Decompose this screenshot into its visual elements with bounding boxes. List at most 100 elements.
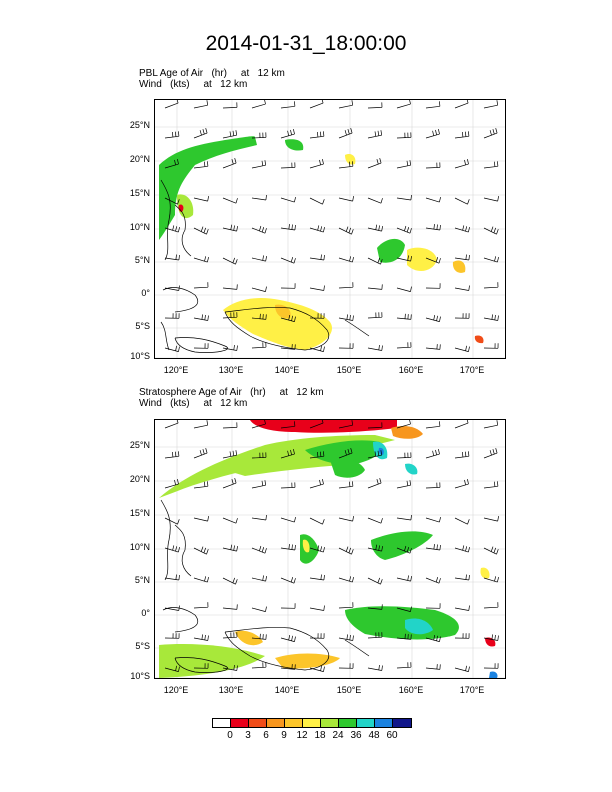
- wind-barb: [367, 664, 383, 671]
- wind-barb: [280, 283, 296, 289]
- wind-barb: [483, 161, 499, 169]
- wind-barb: [425, 197, 441, 203]
- wind-barb: [454, 420, 469, 429]
- wind-barb: [309, 313, 325, 319]
- colorbar-tick-label: 0: [227, 730, 233, 741]
- lat-tick-label: 15°N: [129, 188, 150, 198]
- wind-barb: [396, 606, 412, 612]
- wind-barb: [483, 196, 499, 202]
- wind-barb: [483, 516, 499, 522]
- wind-barb: [454, 131, 470, 139]
- wind-barb: [454, 451, 470, 459]
- colorbar-tick-label: 60: [386, 730, 398, 741]
- wind-barb: [396, 225, 412, 234]
- wind-barb: [280, 224, 296, 231]
- wind-barb: [454, 285, 470, 291]
- lon-tick-label: 150°E: [336, 365, 362, 375]
- colorbar-tick-label: 3: [245, 730, 251, 741]
- wind-barb: [425, 603, 441, 609]
- colorbar-swatch: [267, 719, 285, 727]
- pbl-yellow-region: [223, 298, 333, 350]
- wind-barb: [280, 197, 296, 203]
- wind-barb: [396, 480, 412, 489]
- wind-barb: [425, 544, 441, 551]
- wind-barb: [222, 130, 238, 139]
- wind-barb: [454, 313, 470, 319]
- wind-barb: [164, 574, 180, 581]
- wind-barb: [251, 606, 267, 612]
- coastline: [344, 639, 370, 657]
- wind-barb: [425, 576, 441, 584]
- wind-barb: [309, 451, 325, 459]
- wind-barb: [396, 575, 412, 582]
- lat-tick-label: 20°N: [129, 474, 150, 484]
- wind-barb: [251, 420, 266, 429]
- wind-barb: [280, 517, 296, 523]
- wind-barb: [193, 226, 209, 235]
- wind-barb: [193, 161, 209, 169]
- lat-tick-label: 15°N: [129, 508, 150, 518]
- wind-barb: [280, 162, 296, 169]
- wind-barb: [338, 343, 354, 349]
- colorbar-swatch: [375, 719, 393, 727]
- wind-barb: [483, 282, 499, 289]
- wind-barb: [338, 100, 354, 109]
- colorbar-swatch: [285, 719, 303, 727]
- colorbar-tick-label: 12: [296, 730, 308, 741]
- wind-barb: [367, 632, 383, 639]
- wind-barb: [309, 100, 324, 109]
- wind-barb: [425, 162, 441, 169]
- lat-tick-label: 0°: [141, 288, 150, 298]
- wind-barb: [280, 482, 296, 489]
- wind-barb: [338, 196, 354, 202]
- wind-barb: [367, 158, 382, 169]
- wind-barb: [454, 545, 470, 553]
- wind-barb: [164, 633, 180, 639]
- wind-barb: [222, 577, 238, 585]
- map-title: 2014-01-31_18:00:00: [205, 32, 407, 55]
- wind-barb: [280, 544, 296, 551]
- wind-barb: [425, 224, 441, 231]
- wind-barb: [193, 448, 208, 459]
- wind-barb: [483, 481, 499, 489]
- colorbar-tick-label: 24: [332, 730, 344, 741]
- wind-barb: [367, 478, 382, 489]
- coastline: [174, 524, 192, 577]
- wind-barb: [483, 546, 499, 555]
- wind-barb: [454, 665, 470, 672]
- wind-barb: [367, 102, 383, 109]
- wind-barb: [193, 663, 209, 669]
- wind-barb: [367, 517, 383, 524]
- stratosphere-age-map: [155, 420, 505, 678]
- coastline: [162, 287, 199, 313]
- wind-barb: [338, 602, 354, 609]
- wind-barb: [338, 576, 354, 583]
- wind-barb: [483, 448, 498, 459]
- wind-barb: [222, 544, 238, 552]
- lat-tick-label: 10°S: [130, 351, 150, 361]
- wind-barb: [367, 344, 383, 351]
- wind-barb: [222, 632, 238, 639]
- wind-barb: [454, 479, 469, 489]
- wind-barb: [425, 635, 441, 642]
- wind-barb: [222, 224, 238, 232]
- wind-barb: [193, 602, 209, 609]
- wind-barb: [483, 663, 499, 669]
- lon-tick-label: 120°E: [163, 365, 189, 375]
- wind-barb: [338, 161, 354, 169]
- wind-barb: [222, 604, 238, 610]
- wind-barb: [396, 100, 411, 109]
- wind-barb: [309, 605, 325, 611]
- wind-barb: [222, 478, 237, 489]
- wind-barb: [338, 546, 354, 555]
- wind-barb: [483, 420, 499, 429]
- wind-barb: [280, 664, 296, 670]
- wind-barb: [396, 313, 412, 320]
- wind-barb: [309, 633, 325, 639]
- wind-barb: [309, 574, 325, 581]
- strat-orange-region: [391, 426, 423, 439]
- wind-barb: [251, 662, 267, 669]
- lat-tick-label: 10°S: [130, 671, 150, 681]
- lat-tick-label: 25°N: [129, 120, 150, 130]
- lon-tick-label: 160°E: [398, 685, 424, 695]
